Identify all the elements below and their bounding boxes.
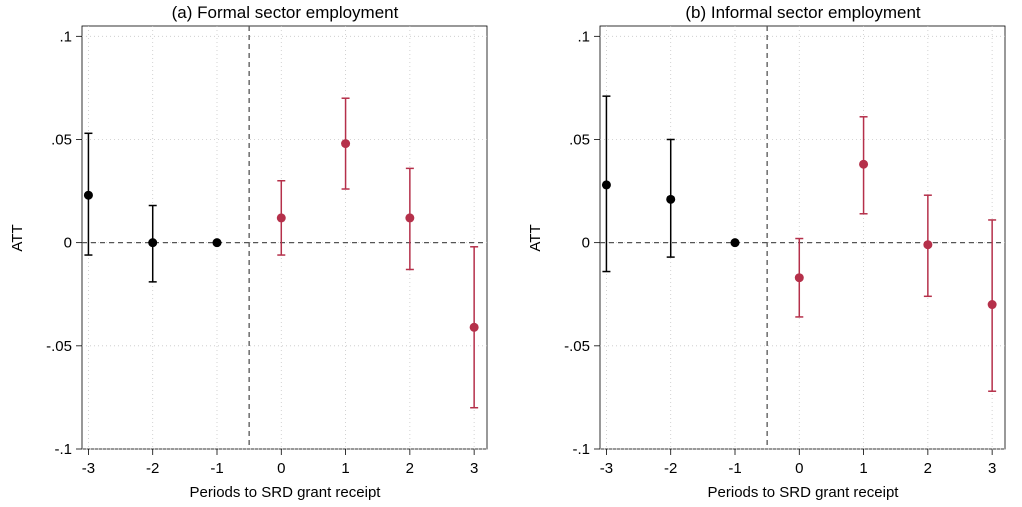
y-tick-label: .1 [59,28,72,45]
x-axis-label: Periods to SRD grant receipt [708,484,900,501]
data-point [794,273,804,283]
x-tick-label: -2 [664,460,677,477]
y-tick-label: 0 [582,235,590,252]
y-axis-label: ATT [527,224,544,251]
x-tick-label: 2 [406,460,414,477]
x-tick-label: 3 [988,460,996,477]
x-tick-label: -3 [600,460,613,477]
y-tick-label: .05 [569,131,590,148]
data-point [666,194,676,204]
data-point [148,238,158,248]
x-tick-label: 1 [341,460,349,477]
data-point [212,238,222,248]
panel-informal-sector: (b) Informal sector employment Periods t… [527,3,1006,501]
panel-title: (a) Formal sector employment [172,3,399,22]
y-tick-label: .05 [51,131,72,148]
y-tick-label: .1 [577,28,590,45]
data-point [83,190,93,200]
x-tick-label: 3 [470,460,478,477]
x-tick-label: -1 [728,460,741,477]
data-point [987,300,997,310]
panel-title: (b) Informal sector employment [685,3,921,22]
x-tick-label: 1 [859,460,867,477]
data-point [405,213,415,223]
data-point [859,159,869,169]
plot-frame [81,25,488,450]
y-tick-label: 0 [64,235,72,252]
y-tick-label: -.05 [46,338,72,355]
x-tick-label: -1 [210,460,223,477]
x-tick-label: -3 [82,460,95,477]
data-point [469,322,479,332]
plot-frame [599,25,1006,450]
x-axis-label: Periods to SRD grant receipt [190,484,382,501]
y-tick-label: -.1 [54,441,72,458]
y-tick-label: -.1 [572,441,590,458]
data-point [923,240,933,250]
x-tick-label: 0 [277,460,285,477]
x-tick-label: 0 [795,460,803,477]
x-tick-label: -2 [146,460,159,477]
y-axis-label: ATT [9,224,26,251]
x-tick-label: 2 [924,460,932,477]
panel-formal-sector: (a) Formal sector employment Periods to … [9,3,488,501]
y-tick-label: -.05 [564,338,590,355]
data-point [276,213,286,223]
data-point [601,180,611,190]
data-point [730,238,740,248]
data-point [341,139,351,149]
